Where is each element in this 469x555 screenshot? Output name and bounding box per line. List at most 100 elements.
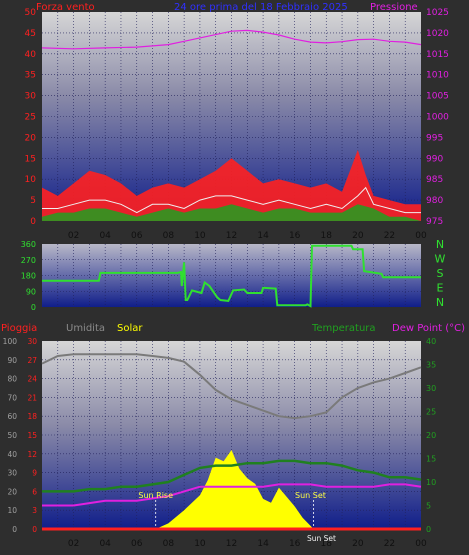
rain-tick-label: 0 (32, 525, 37, 534)
pressure-right-tick-label: 1025 (426, 8, 449, 18)
climate-x-tick-label: 22 (384, 539, 395, 549)
pressure-right-tick-label: 1015 (426, 50, 449, 60)
wind-x-tick-label: 00 (415, 231, 427, 241)
climate-x-tick-label: 12 (226, 539, 237, 549)
sunset-axis-annotation: Sun Set (307, 534, 336, 543)
wind-axis-title: Forza vento (36, 2, 95, 13)
direction-tick-label: 0 (31, 303, 36, 312)
direction-tick-label: 270 (21, 256, 36, 265)
min-wind-series-area (42, 204, 421, 221)
rain-tick-label: 3 (32, 506, 37, 515)
wind-left-tick-label: 10 (25, 175, 37, 185)
wind-left-tick-label: 40 (25, 50, 37, 60)
wind-x-tick-label: 20 (352, 231, 364, 241)
legend-entry: Pioggia (1, 323, 37, 334)
rain-tick-label: 24 (27, 375, 37, 384)
climate-x-tick-label: 14 (257, 539, 269, 549)
temperature-tick-label: 25 (426, 408, 436, 417)
sunrise-annotation: Sun Rise (138, 491, 173, 500)
temperature-tick-label: 10 (426, 478, 436, 487)
legend-entry: Temperatura (311, 323, 376, 334)
direction-tick-label: 90 (26, 287, 36, 296)
chart-title: 24 ore prima del 18 Febbraio 2025 (174, 2, 348, 13)
climate-x-tick-label: 18 (321, 539, 333, 549)
climate-x-tick-label: 04 (99, 539, 111, 549)
humidity-tick-label: 20 (7, 487, 17, 496)
pressure-right-tick-label: 1005 (426, 92, 449, 102)
wind-left-tick-label: 50 (25, 8, 37, 18)
rain-tick-label: 18 (27, 412, 37, 421)
pressure-right-tick-label: 980 (426, 196, 443, 206)
humidity-tick-label: 40 (7, 450, 17, 459)
humidity-series-line (41, 353, 422, 420)
wind-x-tick-label: 16 (289, 231, 301, 241)
compass-label: S (437, 267, 444, 280)
temperature-tick-label: 20 (426, 431, 436, 440)
humidity-tick-label: 90 (7, 356, 17, 365)
mean-wind-series-line (42, 186, 421, 214)
wind-x-tick-label: 04 (99, 231, 111, 241)
rain-tick-label: 15 (27, 431, 37, 440)
wind-x-tick-label: 22 (384, 231, 395, 241)
wind-left-tick-label: 30 (25, 92, 37, 102)
wind-x-tick-label: 06 (131, 231, 143, 241)
temperature-tick-label: 15 (426, 455, 436, 464)
pressure-right-tick-label: 1000 (426, 113, 449, 123)
wind-left-tick-label: 35 (25, 71, 36, 81)
pressure-right-tick-label: 990 (426, 154, 443, 164)
humidity-tick-label: 10 (7, 506, 17, 515)
wind-left-tick-label: 15 (25, 154, 36, 164)
humidity-tick-label: 30 (7, 469, 17, 478)
legend-entry: Dew Point (°C) (392, 323, 465, 334)
rain-tick-label: 30 (27, 337, 37, 346)
direction-tick-label: 360 (21, 240, 36, 249)
climate-x-tick-label: 08 (163, 539, 175, 549)
pressure-right-tick-label: 1010 (426, 71, 449, 81)
wind-x-tick-label: 14 (257, 231, 269, 241)
compass-label: N (436, 296, 444, 309)
legend-entry: Solar (117, 323, 143, 334)
climate-x-tick-label: 20 (352, 539, 364, 549)
compass-label: E (437, 282, 444, 295)
compass-label: N (436, 238, 444, 251)
compass-label: W (435, 253, 446, 266)
humidity-tick-label: 100 (3, 337, 18, 346)
climate-x-tick-label: 16 (289, 539, 301, 549)
rain-tick-label: 6 (32, 487, 37, 496)
wind-left-tick-label: 20 (25, 133, 37, 143)
rain-tick-label: 21 (27, 393, 37, 402)
gust-series-area (42, 149, 421, 221)
humidity-tick-label: 60 (7, 412, 17, 421)
humidity-tick-label: 80 (7, 375, 17, 384)
temperature-tick-label: 40 (426, 337, 436, 346)
climate-x-tick-label: 02 (68, 539, 79, 549)
humidity-tick-label: 50 (7, 431, 17, 440)
wind-direction-series-line (42, 244, 421, 308)
pressure-right-tick-label: 985 (426, 175, 443, 185)
wind-x-tick-label: 18 (321, 231, 333, 241)
direction-tick-label: 180 (21, 272, 36, 281)
climate-x-tick-label: 00 (415, 539, 427, 549)
pressure-right-tick-label: 975 (426, 217, 443, 227)
solar-series-area (155, 450, 314, 529)
temperature-tick-label: 30 (426, 384, 436, 393)
wind-left-tick-label: 25 (25, 113, 36, 123)
wind-x-tick-label: 10 (194, 231, 206, 241)
legend-entry: Umidita (66, 323, 105, 334)
temperature-series-line (42, 459, 422, 493)
climate-x-tick-label: 06 (131, 539, 143, 549)
dewpoint-series-line (42, 483, 422, 507)
wind-x-tick-label: 08 (163, 231, 175, 241)
humidity-tick-label: 0 (12, 525, 17, 534)
climate-x-tick-label: 10 (194, 539, 206, 549)
temperature-tick-label: 5 (426, 502, 431, 511)
wind-left-tick-label: 45 (25, 29, 36, 39)
humidity-tick-label: 70 (7, 393, 17, 402)
temperature-tick-label: 35 (426, 361, 436, 370)
temperature-tick-label: 0 (426, 525, 431, 534)
pressure-series-line (41, 29, 422, 50)
wind-x-tick-label: 12 (226, 231, 237, 241)
sunset-annotation: Sun Set (295, 491, 326, 500)
wind-left-tick-label: 0 (30, 217, 36, 227)
